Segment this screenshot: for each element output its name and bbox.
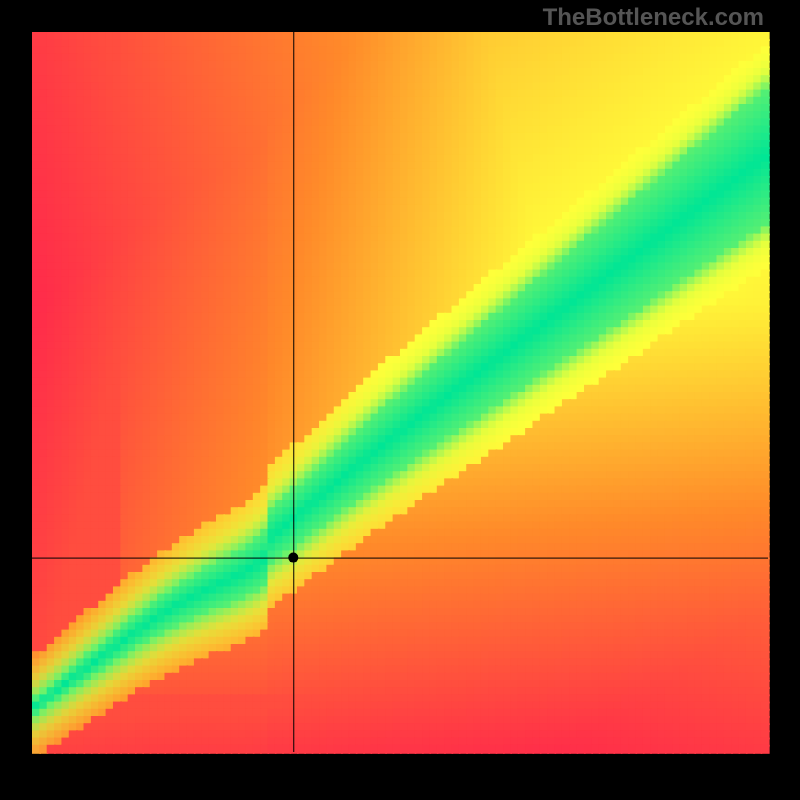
bottleneck-heatmap — [0, 0, 800, 800]
watermark-text: TheBottleneck.com — [543, 4, 764, 32]
chart-container: TheBottleneck.com — [0, 0, 800, 800]
